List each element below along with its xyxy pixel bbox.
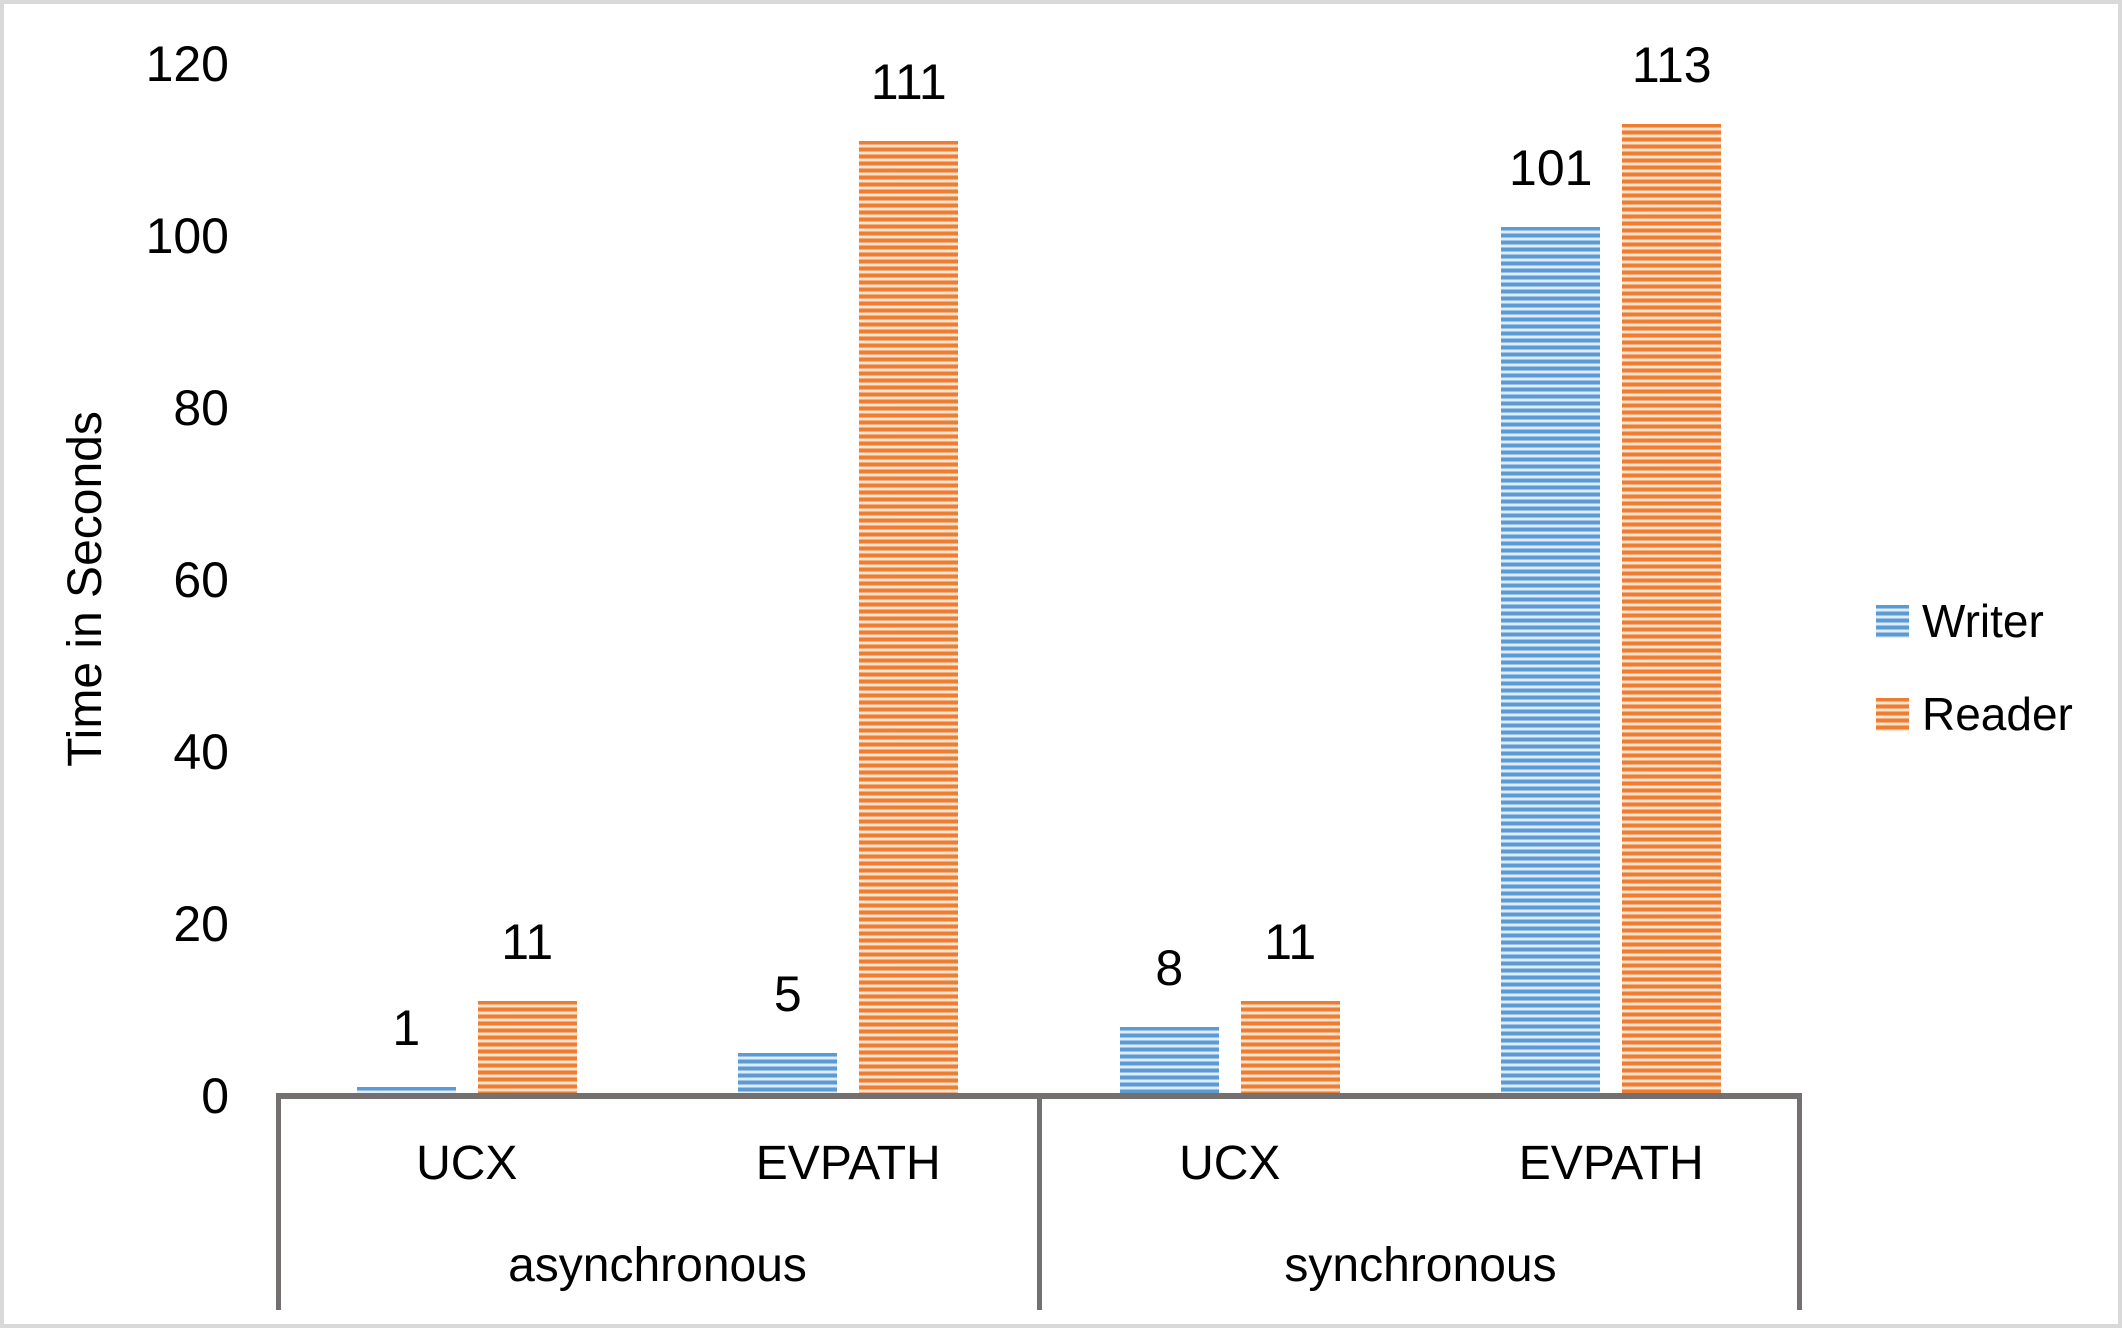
data-label-reader-1: 111 (870, 54, 947, 111)
bar-writer-3 (1501, 227, 1601, 1096)
bar-writer-2 (1119, 1027, 1219, 1096)
y-tick-label-60: 60 (173, 552, 229, 608)
category-label-synchronous-evpath: EVPATH (1518, 1137, 1704, 1190)
bar-reader-1 (859, 141, 959, 1096)
legend-label-reader: Reader (1922, 688, 2073, 740)
legend-label-writer: Writer (1922, 595, 2044, 647)
x-axis-line (276, 1093, 1802, 1099)
data-label-reader-2: 11 (1264, 914, 1317, 971)
y-tick-label-120: 120 (145, 36, 229, 92)
y-tick-label-80: 80 (173, 380, 229, 436)
category-label-asynchronous-ucx: UCX (416, 1137, 518, 1190)
category-divider-left (276, 1099, 281, 1310)
category-divider-middle (1037, 1099, 1042, 1310)
bar-reader-2 (1240, 1001, 1340, 1096)
y-tick-label-0: 0 (201, 1068, 229, 1124)
data-label-writer-1: 5 (773, 966, 802, 1022)
bar-writer-1 (738, 1053, 838, 1096)
data-label-writer-2: 8 (1155, 940, 1184, 997)
legend-writer-swatch (1876, 604, 1909, 638)
group-label-synchronous: synchronous (1284, 1239, 1557, 1292)
data-label-reader-3: 113 (1631, 37, 1712, 94)
legend-reader-swatch (1876, 697, 1909, 731)
category-divider-right (1797, 1099, 1802, 1310)
category-label-asynchronous-evpath: EVPATH (755, 1137, 941, 1190)
y-tick-label-40: 40 (173, 724, 229, 780)
data-label-writer-0: 1 (392, 1000, 421, 1057)
bar-reader-0 (477, 1001, 577, 1096)
data-label-reader-0: 11 (501, 914, 554, 971)
group-label-asynchronous: asynchronous (508, 1239, 807, 1292)
category-label-synchronous-ucx: UCX (1179, 1137, 1281, 1190)
data-label-writer-3: 101 (1509, 140, 1593, 197)
bar-reader-3 (1622, 124, 1722, 1096)
legend-item-writer: Writer (1876, 596, 2044, 646)
y-tick-label-100: 100 (145, 208, 229, 264)
bar-writer-0 (356, 1087, 456, 1096)
y-tick-label-20: 20 (173, 896, 229, 952)
legend-item-reader: Reader (1876, 689, 2073, 739)
